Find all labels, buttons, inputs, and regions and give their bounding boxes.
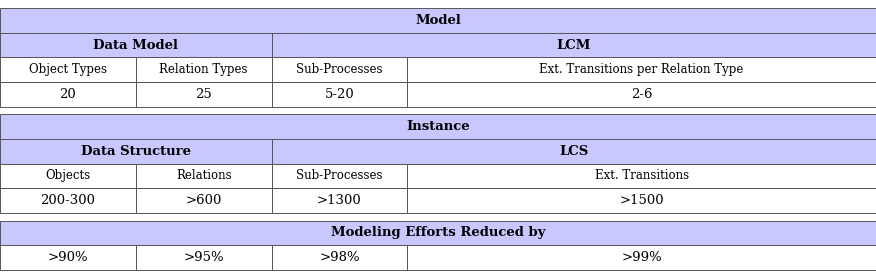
Text: 200-300: 200-300: [40, 194, 95, 207]
Text: Instance: Instance: [406, 120, 470, 133]
Text: 20: 20: [60, 88, 76, 101]
Text: 25: 25: [195, 88, 212, 101]
FancyBboxPatch shape: [136, 58, 272, 82]
FancyBboxPatch shape: [0, 33, 272, 58]
FancyBboxPatch shape: [0, 8, 876, 33]
Text: 2-6: 2-6: [631, 88, 653, 101]
Text: 5-20: 5-20: [325, 88, 354, 101]
FancyBboxPatch shape: [407, 163, 876, 188]
FancyBboxPatch shape: [136, 163, 272, 188]
FancyBboxPatch shape: [272, 245, 407, 270]
Text: >1500: >1500: [619, 194, 664, 207]
Text: Object Types: Object Types: [29, 63, 107, 76]
Text: >1300: >1300: [317, 194, 362, 207]
Text: Ext. Transitions: Ext. Transitions: [595, 169, 689, 182]
Text: Model: Model: [415, 14, 461, 27]
FancyBboxPatch shape: [0, 220, 876, 245]
FancyBboxPatch shape: [272, 82, 407, 107]
FancyBboxPatch shape: [407, 188, 876, 213]
Text: >600: >600: [186, 194, 222, 207]
FancyBboxPatch shape: [272, 163, 407, 188]
FancyBboxPatch shape: [407, 82, 876, 107]
FancyBboxPatch shape: [0, 188, 136, 213]
Text: Relation Types: Relation Types: [159, 63, 248, 76]
Text: Modeling Efforts Reduced by: Modeling Efforts Reduced by: [331, 226, 545, 239]
Text: Sub-Processes: Sub-Processes: [296, 169, 383, 182]
FancyBboxPatch shape: [0, 82, 136, 107]
FancyBboxPatch shape: [136, 188, 272, 213]
FancyBboxPatch shape: [136, 82, 272, 107]
FancyBboxPatch shape: [0, 245, 136, 270]
Text: Data Structure: Data Structure: [81, 145, 191, 158]
FancyBboxPatch shape: [0, 115, 876, 139]
FancyBboxPatch shape: [0, 58, 136, 82]
FancyBboxPatch shape: [407, 58, 876, 82]
Text: Ext. Transitions per Relation Type: Ext. Transitions per Relation Type: [540, 63, 744, 76]
Text: >95%: >95%: [183, 251, 224, 264]
Text: Relations: Relations: [176, 169, 231, 182]
FancyBboxPatch shape: [272, 58, 407, 82]
Text: LCM: LCM: [556, 39, 591, 52]
Text: LCS: LCS: [559, 145, 589, 158]
FancyBboxPatch shape: [272, 139, 876, 163]
Text: Sub-Processes: Sub-Processes: [296, 63, 383, 76]
FancyBboxPatch shape: [407, 245, 876, 270]
Text: >98%: >98%: [319, 251, 360, 264]
Text: >90%: >90%: [47, 251, 88, 264]
Text: Objects: Objects: [46, 169, 90, 182]
FancyBboxPatch shape: [272, 188, 407, 213]
FancyBboxPatch shape: [0, 139, 272, 163]
FancyBboxPatch shape: [0, 163, 136, 188]
Text: Data Model: Data Model: [93, 39, 179, 52]
FancyBboxPatch shape: [136, 245, 272, 270]
Text: >99%: >99%: [621, 251, 662, 264]
FancyBboxPatch shape: [272, 33, 876, 58]
